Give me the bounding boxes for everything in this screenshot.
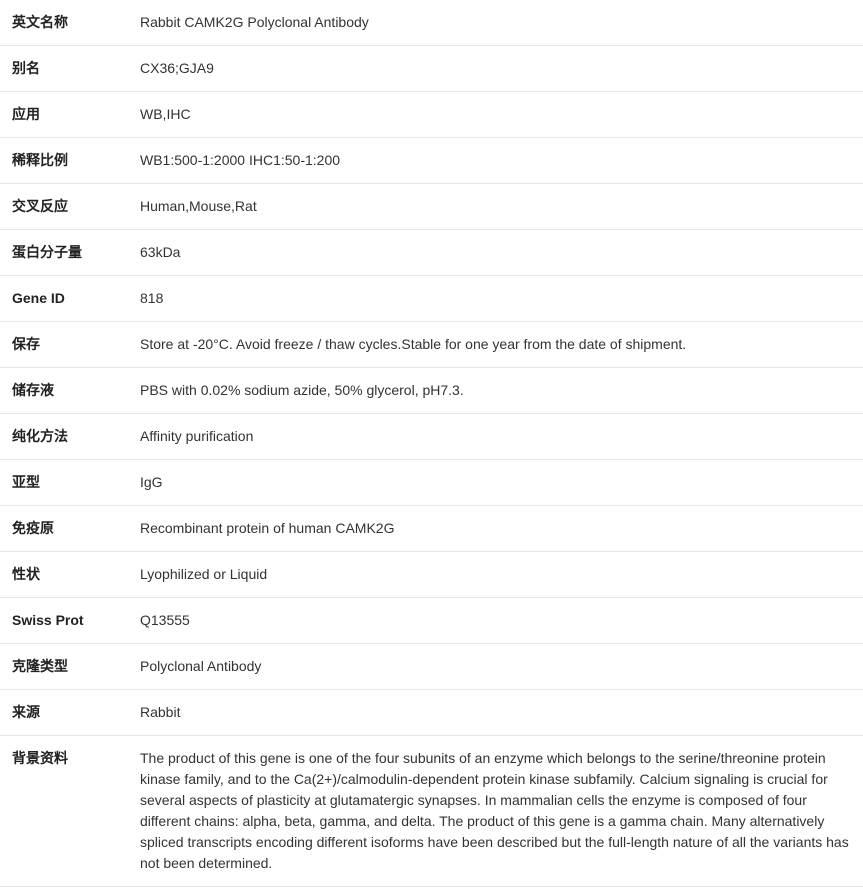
row-value: PBS with 0.02% sodium azide, 50% glycero… — [128, 368, 863, 414]
table-row: 稀释比例 WB1:500-1:2000 IHC1:50-1:200 — [0, 138, 863, 184]
row-value: Rabbit CAMK2G Polyclonal Antibody — [128, 0, 863, 46]
row-value: The product of this gene is one of the f… — [128, 736, 863, 887]
row-value: Store at -20°C. Avoid freeze / thaw cycl… — [128, 322, 863, 368]
row-label: 保存 — [0, 322, 128, 368]
row-label: 英文名称 — [0, 0, 128, 46]
row-value: Q13555 — [128, 598, 863, 644]
row-label: 来源 — [0, 690, 128, 736]
table-row: 来源 Rabbit — [0, 690, 863, 736]
row-value: CX36;GJA9 — [128, 46, 863, 92]
table-row: 纯化方法 Affinity purification — [0, 414, 863, 460]
row-label: 亚型 — [0, 460, 128, 506]
row-label: 克隆类型 — [0, 644, 128, 690]
row-value: Polyclonal Antibody — [128, 644, 863, 690]
table-row: 背景资料 The product of this gene is one of … — [0, 736, 863, 887]
table-row: 英文名称 Rabbit CAMK2G Polyclonal Antibody — [0, 0, 863, 46]
row-value: Recombinant protein of human CAMK2G — [128, 506, 863, 552]
row-value: Affinity purification — [128, 414, 863, 460]
row-label: 别名 — [0, 46, 128, 92]
row-value: WB1:500-1:2000 IHC1:50-1:200 — [128, 138, 863, 184]
row-value: 818 — [128, 276, 863, 322]
row-value: Human,Mouse,Rat — [128, 184, 863, 230]
row-value: 63kDa — [128, 230, 863, 276]
row-value: Rabbit — [128, 690, 863, 736]
row-label: 性状 — [0, 552, 128, 598]
table-row: 免疫原 Recombinant protein of human CAMK2G — [0, 506, 863, 552]
row-label: 交叉反应 — [0, 184, 128, 230]
table-row: 交叉反应 Human,Mouse,Rat — [0, 184, 863, 230]
spec-table-body: 英文名称 Rabbit CAMK2G Polyclonal Antibody 别… — [0, 0, 863, 887]
row-label: 纯化方法 — [0, 414, 128, 460]
table-row: 亚型 IgG — [0, 460, 863, 506]
row-label: 应用 — [0, 92, 128, 138]
table-row: 保存 Store at -20°C. Avoid freeze / thaw c… — [0, 322, 863, 368]
row-label: 稀释比例 — [0, 138, 128, 184]
row-label: 储存液 — [0, 368, 128, 414]
table-row: Gene ID 818 — [0, 276, 863, 322]
product-spec-table: 英文名称 Rabbit CAMK2G Polyclonal Antibody 别… — [0, 0, 863, 887]
row-label: 免疫原 — [0, 506, 128, 552]
row-label: 蛋白分子量 — [0, 230, 128, 276]
row-label: 背景资料 — [0, 736, 128, 887]
row-value: Lyophilized or Liquid — [128, 552, 863, 598]
row-label: Gene ID — [0, 276, 128, 322]
row-value: IgG — [128, 460, 863, 506]
table-row: 克隆类型 Polyclonal Antibody — [0, 644, 863, 690]
row-label: Swiss Prot — [0, 598, 128, 644]
table-row: 蛋白分子量 63kDa — [0, 230, 863, 276]
table-row: 别名 CX36;GJA9 — [0, 46, 863, 92]
table-row: 应用 WB,IHC — [0, 92, 863, 138]
table-row: 储存液 PBS with 0.02% sodium azide, 50% gly… — [0, 368, 863, 414]
table-row: 性状 Lyophilized or Liquid — [0, 552, 863, 598]
row-value: WB,IHC — [128, 92, 863, 138]
table-row: Swiss Prot Q13555 — [0, 598, 863, 644]
